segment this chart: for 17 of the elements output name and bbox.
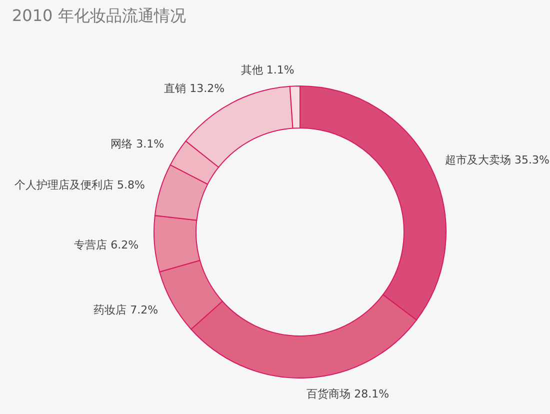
data-label: 28.1% (354, 387, 390, 400)
slice-label: 个人护理店及便利店 (14, 178, 114, 192)
data-label: 6.2% (110, 238, 139, 252)
slice-label: 专营店 (74, 238, 108, 252)
slice-label: 百货商场 (306, 387, 351, 400)
slice-label: 网络 (110, 137, 133, 150)
slice-label: 直销 (164, 82, 186, 96)
slice-label: 药妆店 (94, 304, 127, 317)
data-label: 1.1% (266, 64, 294, 77)
slice-label: 其他 (240, 64, 263, 77)
slice-label: 超市及大卖场 (445, 153, 512, 166)
data-label: 13.2% (190, 82, 225, 96)
data-label: 7.2% (130, 304, 158, 317)
data-label: 5.8% (117, 178, 146, 192)
data-label: 35.3% (514, 153, 550, 166)
data-label: 3.1% (136, 137, 164, 150)
chart-title: 2010 年化妆品流通情况 (12, 6, 186, 27)
